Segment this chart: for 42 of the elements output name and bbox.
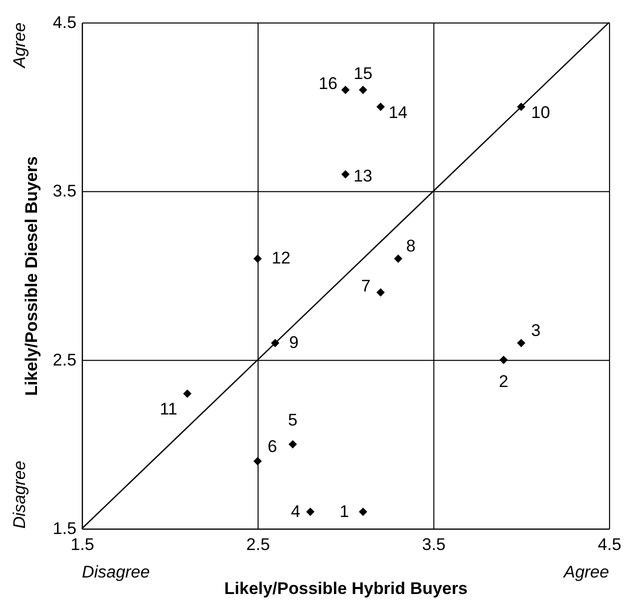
point [183,389,192,398]
point [288,440,297,448]
annotation: 12 [272,248,290,268]
point [376,288,385,297]
point [253,456,262,466]
y-tick-label: 4.5 [52,12,76,32]
annotation: 5 [288,410,298,430]
annotation: 14 [388,102,408,122]
point [499,356,508,364]
point [358,86,368,94]
text: Disagree [10,460,29,529]
text: Agree [10,22,29,69]
annotation: 15 [354,64,372,83]
y-tick-label: 2.5 [52,350,76,370]
x-tick-label: 3.5 [422,535,446,554]
annotation: 2 [498,372,508,391]
annotation: 10 [531,102,550,122]
annotation: 6 [268,437,278,456]
annotation: 7 [361,276,371,296]
annotation: 16 [318,74,338,93]
x-axis-title: Likely/Possible Hybrid Buyers [224,579,468,598]
annotation: 13 [353,166,372,186]
text: Agree [562,562,610,582]
point [358,508,368,516]
annotation: 3 [531,321,541,340]
point [253,254,262,263]
annotation: 11 [160,400,178,419]
x-tick-label: 4.5 [598,535,622,554]
annotation: 9 [289,333,299,352]
text: Disagree [82,562,150,582]
point [517,338,526,348]
point [376,102,385,111]
annotation: 8 [406,236,416,256]
y-tick-label: 3.5 [52,182,76,201]
annotation: 1 [340,502,350,521]
y-axis-title: Likely/Possible Diesel Buyers [22,156,41,396]
x-tick-label: 2.5 [246,535,270,554]
annotation: 4 [290,502,300,521]
point [394,254,402,263]
point [306,508,314,516]
point [341,86,350,94]
point [341,170,350,178]
